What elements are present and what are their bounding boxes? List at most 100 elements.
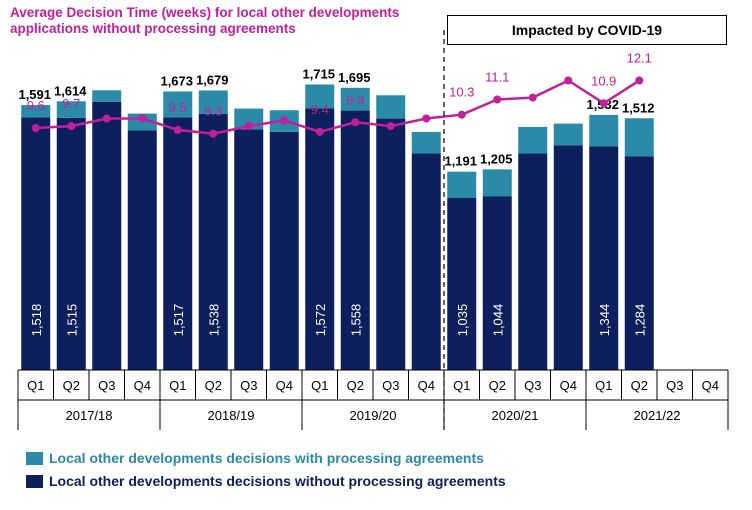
bar-without-agreements: [127, 130, 157, 370]
bar-without-agreements: [553, 145, 583, 370]
decision-time-label: 12.1: [627, 51, 652, 66]
decision-time-point: [422, 114, 431, 123]
quarter-tick-label: Q1: [169, 378, 186, 393]
quarter-tick-label: Q1: [27, 378, 44, 393]
decision-time-label: 9.5: [169, 100, 187, 115]
decision-time-label: 10.9: [591, 73, 616, 88]
quarter-tick-label: Q4: [276, 378, 293, 393]
decision-time-point: [102, 114, 111, 123]
decision-time-line: [35, 79, 640, 135]
quarter-tick-label: Q4: [560, 378, 577, 393]
bar-with-agreements: [56, 101, 86, 118]
chart-title: Average Decision Time (weeks) for local …: [10, 5, 399, 37]
year-tick-label: 2019/20: [350, 408, 397, 423]
bar-with-agreements: [198, 90, 228, 114]
bar-value-label-inside: 1,518: [29, 304, 44, 337]
bar-without-agreements: [340, 110, 370, 370]
decision-time-point: [280, 116, 289, 125]
bar-value-label-inside: 1,044: [490, 304, 505, 337]
bar-with-agreements: [21, 105, 51, 118]
bar-value-label-inside: 1,538: [206, 304, 221, 337]
bar-without-agreements: [234, 129, 264, 370]
bar-without-agreements: [411, 153, 441, 370]
legend-item-with-agreements: Local other developments decisions with …: [26, 450, 484, 466]
decision-time-point: [315, 127, 324, 136]
bar-with-agreements: [624, 118, 654, 157]
decision-time-point: [31, 124, 40, 132]
quarter-tick-label: Q1: [311, 378, 328, 393]
bar-value-label-inside: 1,558: [348, 304, 363, 337]
bar-with-agreements: [376, 95, 406, 119]
bar-without-agreements: [447, 197, 477, 370]
bar-total-label: 1,591: [18, 87, 51, 102]
decision-time-label: 9.3: [204, 104, 222, 119]
quarter-tick-label: Q2: [489, 378, 506, 393]
quarter-tick-label: Q4: [134, 378, 151, 393]
bar-value-label-inside: 1,035: [455, 304, 470, 337]
quarter-tick-label: Q2: [347, 378, 364, 393]
decision-time-label: 11.1: [485, 70, 509, 85]
legend-label-with: Local other developments decisions with …: [49, 450, 484, 466]
decision-time-point: [528, 93, 537, 102]
bar-with-agreements: [340, 87, 370, 111]
decision-time-point: [351, 118, 360, 127]
bar-with-agreements: [589, 114, 619, 147]
covid-annotation: Impacted by COVID-19: [447, 15, 727, 45]
quarter-tick-label: Q3: [524, 378, 541, 393]
bar-value-label-inside: 1,515: [64, 304, 79, 337]
quarter-tick-label: Q3: [98, 378, 115, 393]
bar-total-label: 1,205: [480, 151, 513, 166]
bar-with-agreements: [305, 84, 335, 109]
legend-swatch-without: [26, 474, 43, 488]
quarter-tick-label: Q1: [453, 378, 470, 393]
bar-without-agreements: [376, 118, 406, 371]
decision-time-label: 9.4: [311, 102, 329, 117]
bar-total-label: 1,191: [444, 154, 477, 169]
bar-total-label: 1,715: [302, 66, 335, 81]
decision-time-point: [244, 122, 253, 131]
decision-time-point: [209, 129, 218, 138]
bar-value-label-inside: 1,572: [313, 304, 328, 337]
bar-without-agreements: [163, 117, 193, 371]
bar-without-agreements: [56, 117, 86, 370]
quarter-tick-label: Q4: [702, 378, 719, 393]
decision-time-point: [599, 99, 608, 108]
bar-without-agreements: [269, 131, 299, 370]
bar-total-label: 1,695: [338, 70, 371, 85]
bar-without-agreements: [305, 108, 335, 371]
bar-without-agreements: [92, 101, 122, 370]
legend-item-without-agreements: Local other developments decisions witho…: [26, 473, 506, 489]
bar-without-agreements: [518, 153, 548, 370]
quarter-tick-label: Q3: [666, 378, 683, 393]
bar-without-agreements: [589, 146, 619, 370]
chart-title-line-1: Average Decision Time (weeks) for local …: [10, 5, 400, 20]
bar-total-label: 1,679: [196, 72, 229, 87]
decision-time-point: [173, 125, 182, 134]
bar-without-agreements: [624, 156, 654, 370]
bar-with-agreements: [92, 90, 122, 102]
legend-label-without: Local other developments decisions witho…: [49, 473, 506, 489]
bar-without-agreements: [198, 113, 228, 370]
decision-time-label: 10.3: [449, 85, 474, 100]
decision-time-point: [635, 76, 644, 85]
bar-with-agreements: [163, 91, 193, 118]
bar-with-agreements: [518, 126, 548, 154]
quarter-tick-label: Q3: [382, 378, 399, 393]
quarter-tick-label: Q3: [240, 378, 257, 393]
decision-time-point: [564, 76, 573, 85]
decision-time-point: [386, 122, 395, 131]
bar-with-agreements: [447, 171, 477, 198]
decision-time-label: 9.7: [62, 96, 80, 111]
bar-total-label: 1,512: [622, 100, 655, 115]
bar-total-label: 1,673: [160, 73, 193, 88]
bar-value-label-inside: 1,284: [632, 304, 647, 337]
year-tick-label: 2021/22: [634, 408, 681, 423]
quarter-tick-label: Q4: [418, 378, 435, 393]
year-tick-label: 2018/19: [208, 408, 255, 423]
bar-value-label-inside: 1,517: [171, 304, 186, 337]
decision-time-point: [138, 114, 147, 123]
bar-with-agreements: [411, 131, 441, 154]
bar-with-agreements: [482, 169, 512, 197]
quarter-tick-label: Q2: [205, 378, 222, 393]
